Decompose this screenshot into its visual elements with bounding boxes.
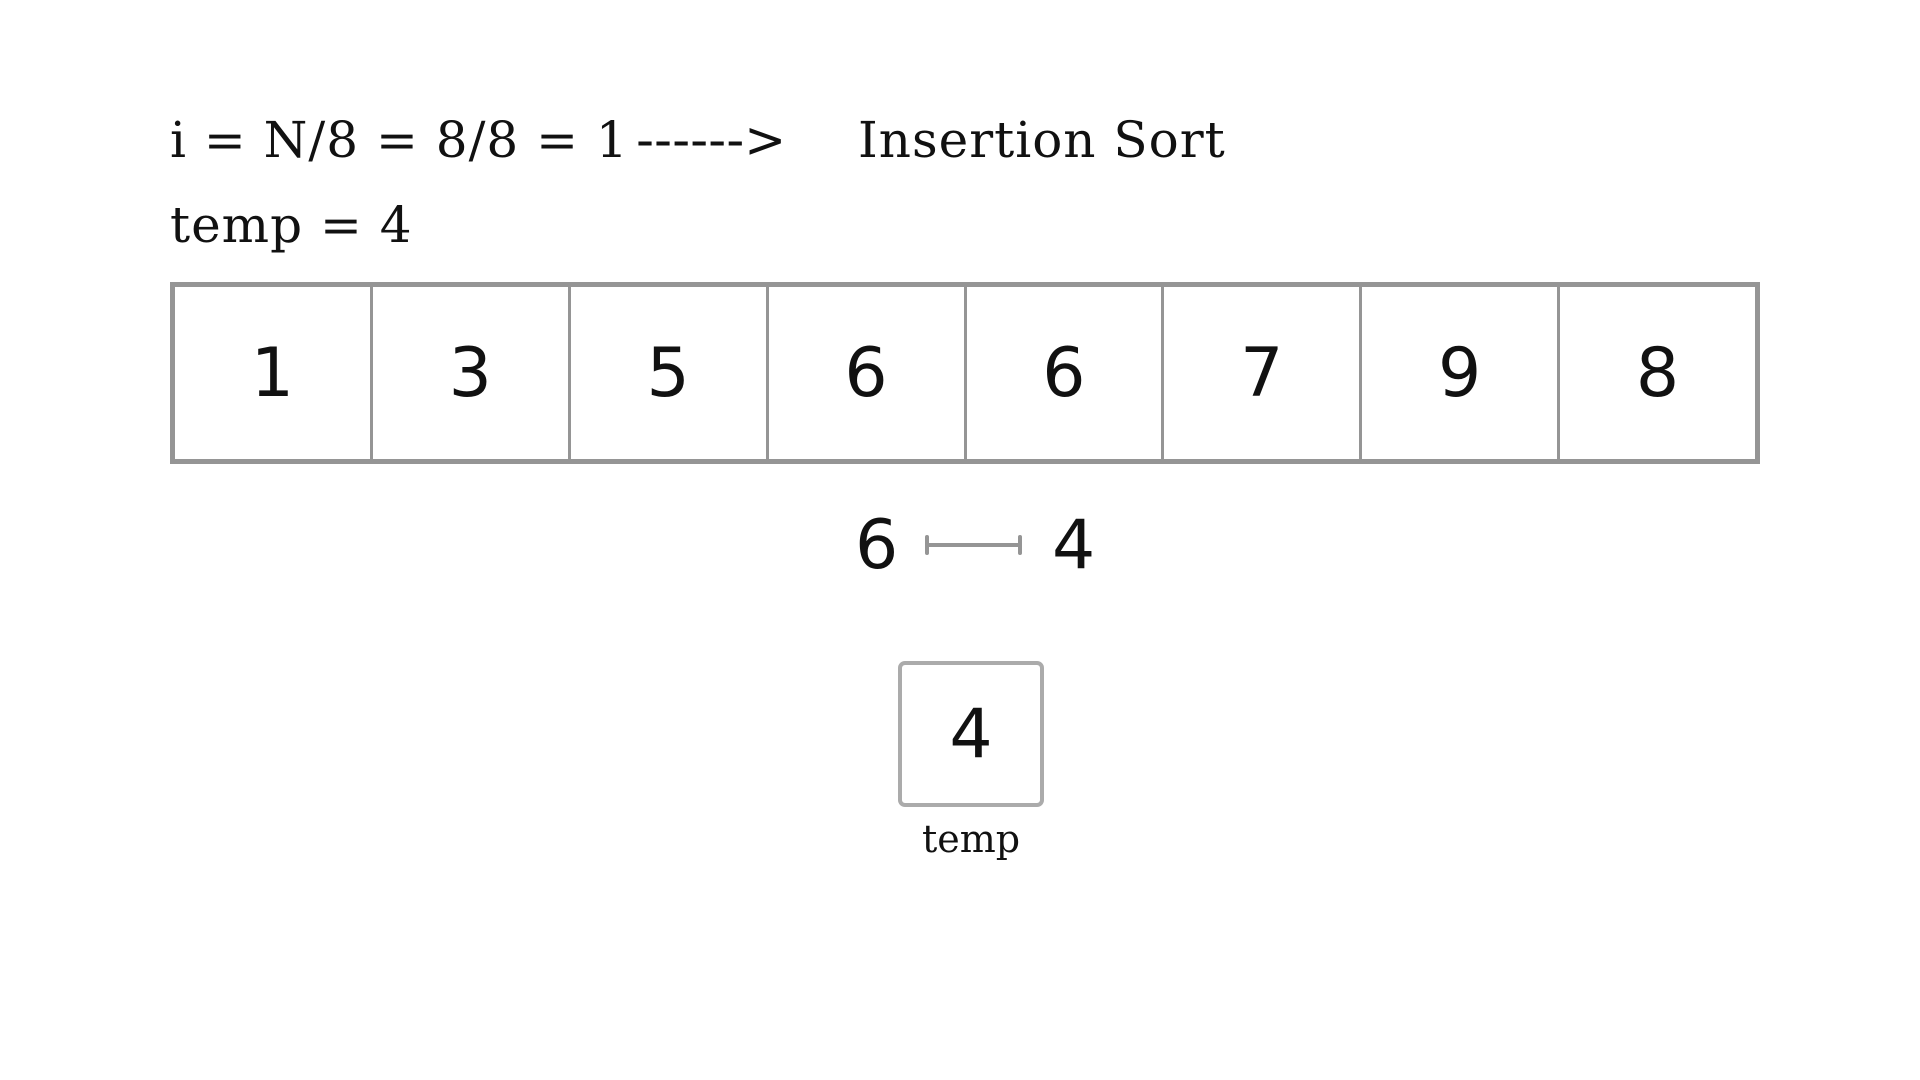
array-cell: 6 bbox=[967, 287, 1165, 459]
array-cell: 5 bbox=[571, 287, 769, 459]
array-cell: 6 bbox=[769, 287, 967, 459]
temp-box: 4 bbox=[898, 661, 1044, 807]
formula-text: i = N/8 = 8/8 = 1 bbox=[170, 111, 629, 169]
array-cell: 3 bbox=[373, 287, 571, 459]
array-cell: 9 bbox=[1362, 287, 1561, 459]
swap-right-value: 4 bbox=[1052, 505, 1096, 585]
array-row: 1 3 5 6 6 7 9 8 bbox=[170, 282, 1760, 464]
range-connector-icon bbox=[925, 535, 1022, 555]
algorithm-title: Insertion Sort bbox=[858, 111, 1226, 169]
array-cell: 1 bbox=[175, 287, 373, 459]
temp-label: temp bbox=[921, 817, 1021, 861]
swap-left-value: 6 bbox=[855, 505, 899, 585]
array-cell: 7 bbox=[1164, 287, 1363, 459]
temp-assignment-text: temp = 4 bbox=[170, 196, 413, 254]
arrow-text: ------> bbox=[636, 111, 787, 169]
array-cell: 8 bbox=[1635, 333, 1680, 413]
